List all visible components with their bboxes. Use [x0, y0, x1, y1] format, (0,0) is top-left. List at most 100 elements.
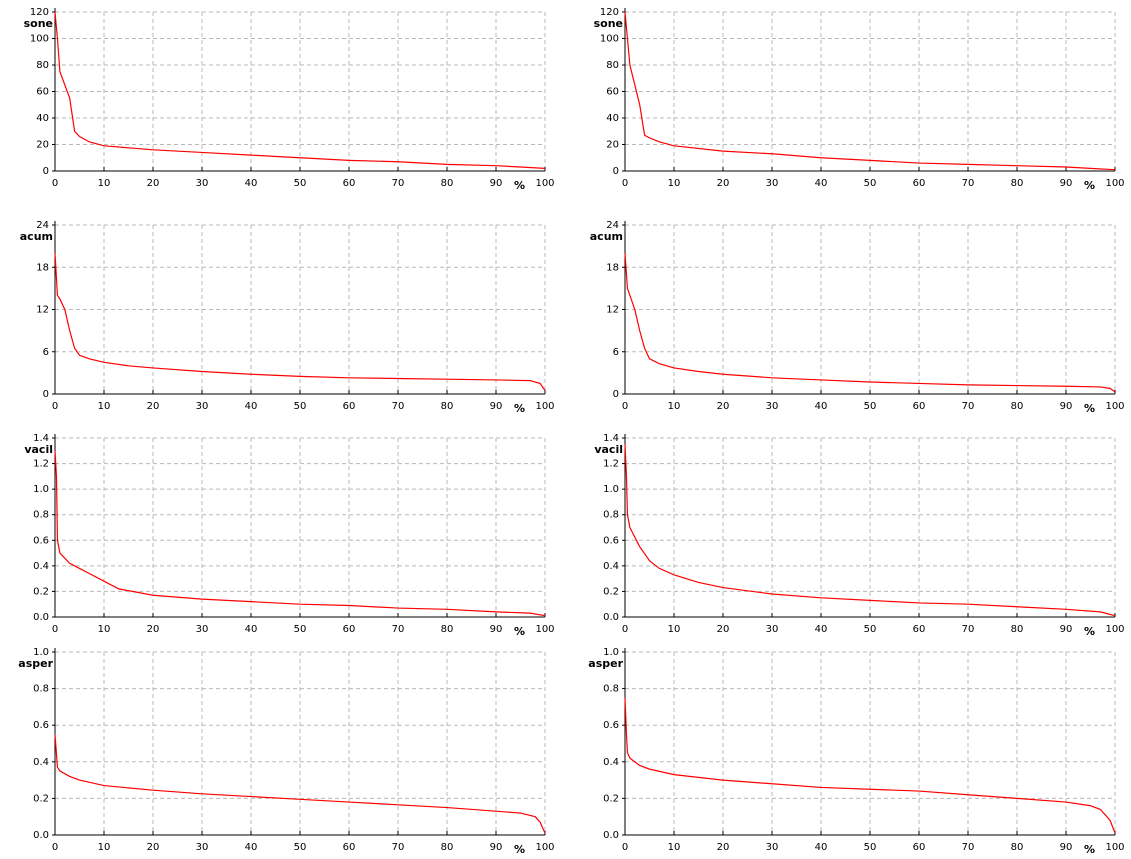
y-tick-label: 0.2	[33, 586, 49, 597]
x-tick-label: 100	[1105, 178, 1124, 189]
x-tick-label: 70	[962, 842, 975, 853]
x-tick-label: 20	[147, 842, 160, 853]
x-tick-label: 50	[864, 842, 877, 853]
y-tick-label: 1.0	[603, 484, 619, 495]
y-tick-label: 0.6	[603, 535, 619, 546]
y-axis-label: sone	[594, 17, 623, 30]
y-tick-label: 100	[600, 34, 619, 45]
x-tick-label: 10	[98, 842, 111, 853]
y-tick-label: 0	[613, 166, 619, 177]
y-axis-label: asper	[588, 657, 623, 670]
x-tick-label: 90	[1060, 842, 1073, 853]
x-tick-label: 70	[392, 401, 405, 412]
y-tick-label: 40	[36, 113, 49, 124]
x-tick-label: 30	[196, 178, 209, 189]
x-tick-label: 40	[815, 842, 828, 853]
x-tick-label: 10	[98, 624, 111, 635]
x-tick-label: 80	[1011, 401, 1024, 412]
x-tick-label: 20	[717, 401, 730, 412]
x-axis-label: %	[1084, 843, 1095, 856]
x-tick-label: 0	[622, 178, 628, 189]
y-axis-label: vacil	[24, 443, 53, 456]
x-tick-label: 40	[815, 401, 828, 412]
x-tick-label: 90	[490, 178, 503, 189]
x-tick-label: 40	[245, 624, 258, 635]
x-tick-label: 0	[622, 401, 628, 412]
data-line	[54, 450, 546, 617]
x-tick-label: 50	[864, 624, 877, 635]
y-tick-label: 18	[36, 262, 49, 273]
x-tick-label: 60	[343, 401, 356, 412]
x-axis-label: %	[514, 179, 525, 192]
y-tick-label: 0.2	[603, 793, 619, 804]
x-tick-label: 30	[766, 842, 779, 853]
x-tick-label: 60	[343, 842, 356, 853]
y-tick-label: 1.0	[603, 647, 619, 658]
y-tick-label: 0.8	[33, 684, 49, 695]
x-tick-label: 100	[535, 178, 554, 189]
y-tick-label: 0.0	[33, 612, 49, 623]
y-tick-label: 40	[606, 113, 619, 124]
x-tick-label: 60	[343, 178, 356, 189]
y-tick-label: 0.8	[603, 510, 619, 521]
x-tick-label: 90	[1060, 178, 1073, 189]
x-tick-label: 40	[245, 401, 258, 412]
x-tick-label: 0	[52, 624, 58, 635]
x-tick-label: 20	[717, 842, 730, 853]
x-tick-label: 90	[490, 624, 503, 635]
data-line	[54, 734, 546, 834]
y-tick-label: 12	[606, 305, 619, 316]
y-tick-label: 0.6	[603, 720, 619, 731]
y-axis-label: asper	[18, 657, 53, 670]
y-tick-label: 0.4	[603, 561, 619, 572]
y-axis-label: acum	[20, 230, 53, 243]
x-tick-label: 50	[294, 624, 307, 635]
x-tick-label: 100	[1105, 624, 1124, 635]
x-axis-label: %	[1084, 179, 1095, 192]
x-axis-label: %	[1084, 625, 1095, 638]
x-tick-label: 20	[717, 178, 730, 189]
x-tick-label: 80	[1011, 624, 1024, 635]
x-axis-label: %	[1084, 402, 1095, 415]
x-tick-label: 50	[294, 401, 307, 412]
y-tick-label: 60	[36, 87, 49, 98]
y-tick-label: 18	[606, 262, 619, 273]
x-tick-label: 80	[441, 624, 454, 635]
x-tick-label: 40	[245, 842, 258, 853]
y-tick-label: 0.4	[33, 561, 49, 572]
x-tick-label: 20	[717, 624, 730, 635]
y-tick-label: 20	[606, 140, 619, 151]
y-tick-label: 0	[43, 166, 49, 177]
data-line	[624, 444, 1116, 617]
x-tick-label: 50	[294, 178, 307, 189]
x-tick-label: 30	[196, 842, 209, 853]
y-tick-label: 0.6	[33, 535, 49, 546]
y-tick-label: 0.6	[33, 720, 49, 731]
x-tick-label: 30	[196, 401, 209, 412]
y-tick-label: 24	[36, 220, 49, 231]
x-tick-label: 60	[913, 401, 926, 412]
x-tick-label: 50	[864, 178, 877, 189]
x-tick-label: 60	[913, 842, 926, 853]
x-tick-label: 100	[535, 401, 554, 412]
x-tick-label: 10	[668, 624, 681, 635]
x-tick-label: 80	[1011, 842, 1024, 853]
x-tick-label: 0	[622, 842, 628, 853]
x-tick-label: 10	[668, 401, 681, 412]
y-tick-label: 60	[606, 87, 619, 98]
x-tick-label: 0	[52, 401, 58, 412]
y-tick-label: 0.2	[603, 586, 619, 597]
x-tick-label: 70	[962, 624, 975, 635]
y-tick-label: 1.4	[33, 433, 49, 444]
y-tick-label: 0.2	[33, 793, 49, 804]
data-line	[54, 253, 546, 391]
x-tick-label: 0	[52, 842, 58, 853]
x-tick-label: 70	[392, 842, 405, 853]
x-axis-label: %	[514, 402, 525, 415]
x-tick-label: 10	[668, 178, 681, 189]
x-tick-label: 30	[766, 178, 779, 189]
y-tick-label: 1.0	[33, 484, 49, 495]
y-tick-label: 24	[606, 220, 619, 231]
x-axis-label: %	[514, 843, 525, 856]
x-tick-label: 80	[441, 401, 454, 412]
